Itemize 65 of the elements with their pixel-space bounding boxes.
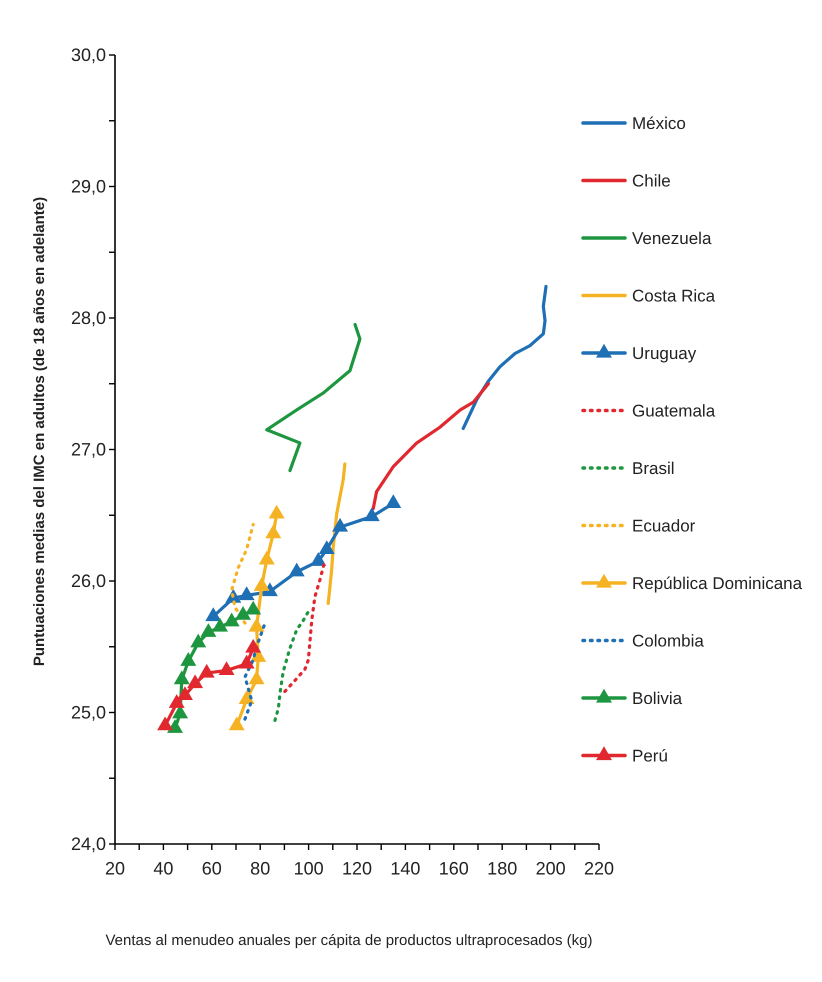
legend-label: Ecuador bbox=[632, 516, 696, 536]
legend-label: Perú bbox=[632, 746, 668, 766]
x-tick-label: 60 bbox=[202, 858, 222, 879]
point bbox=[228, 716, 245, 730]
x-tick-label: 100 bbox=[294, 858, 324, 879]
legend-label: Costa Rica bbox=[632, 286, 716, 306]
point bbox=[190, 634, 206, 648]
legend-label: República Dominicana bbox=[632, 574, 803, 593]
point bbox=[174, 670, 190, 684]
line-series bbox=[265, 322, 362, 472]
point bbox=[248, 618, 265, 632]
y-tick-label: 27,0 bbox=[70, 439, 106, 460]
x-tick-label: 200 bbox=[536, 858, 566, 879]
point bbox=[198, 664, 215, 678]
legend-label: México bbox=[632, 114, 686, 133]
point bbox=[168, 694, 185, 708]
y-tick-label: 26,0 bbox=[70, 570, 106, 591]
point bbox=[364, 507, 380, 522]
y-tick-label: 29,0 bbox=[70, 176, 106, 196]
point bbox=[167, 719, 183, 733]
legend-label: Bolivia bbox=[632, 689, 683, 708]
y-tick-label: 30,0 bbox=[70, 44, 106, 65]
point bbox=[254, 577, 270, 591]
point bbox=[200, 623, 216, 637]
point bbox=[265, 524, 282, 538]
point bbox=[238, 586, 255, 600]
point bbox=[268, 504, 285, 519]
point bbox=[245, 638, 262, 653]
legend-label: Chile bbox=[632, 172, 671, 190]
legend-label: Venezuela bbox=[632, 229, 712, 248]
legend-label: Colombia bbox=[632, 632, 704, 650]
point bbox=[212, 618, 228, 632]
legend-label: Guatemala bbox=[632, 402, 716, 420]
point bbox=[205, 607, 222, 622]
point bbox=[258, 550, 275, 565]
point bbox=[332, 518, 348, 532]
point bbox=[238, 654, 255, 668]
point bbox=[318, 540, 335, 554]
y-tick-label: 28,0 bbox=[70, 308, 106, 328]
point bbox=[245, 600, 262, 615]
x-axis-title: Ventas al menudeo anuales per cápita de productos ultraprocesados (kg) bbox=[106, 932, 592, 949]
x-tick-label: 80 bbox=[250, 858, 270, 879]
x-tick-label: 40 bbox=[153, 858, 174, 879]
x-tick-label: 180 bbox=[487, 858, 518, 879]
point bbox=[235, 606, 251, 620]
point bbox=[385, 494, 402, 508]
point bbox=[248, 670, 265, 684]
legend-label: Brasil bbox=[632, 459, 675, 478]
point bbox=[288, 562, 305, 576]
x-tick-label: 120 bbox=[342, 858, 372, 879]
y-tick-label: 25,0 bbox=[70, 702, 106, 722]
y-tick-label: 24,0 bbox=[70, 834, 106, 854]
point bbox=[157, 716, 174, 730]
point bbox=[176, 686, 193, 700]
point bbox=[187, 674, 204, 688]
point bbox=[310, 552, 326, 566]
point bbox=[224, 612, 240, 626]
x-tick-label: 220 bbox=[584, 858, 614, 879]
x-tick-label: 160 bbox=[438, 858, 469, 879]
legend-label: Uruguay bbox=[632, 344, 697, 363]
x-tick-label: 20 bbox=[104, 858, 126, 879]
point bbox=[218, 661, 235, 676]
point bbox=[180, 652, 196, 666]
x-tick-label: 140 bbox=[390, 858, 420, 879]
y-axis-title: Puntuaciones medias del IMC en adultos (de 18 años en adelante) bbox=[31, 196, 48, 666]
